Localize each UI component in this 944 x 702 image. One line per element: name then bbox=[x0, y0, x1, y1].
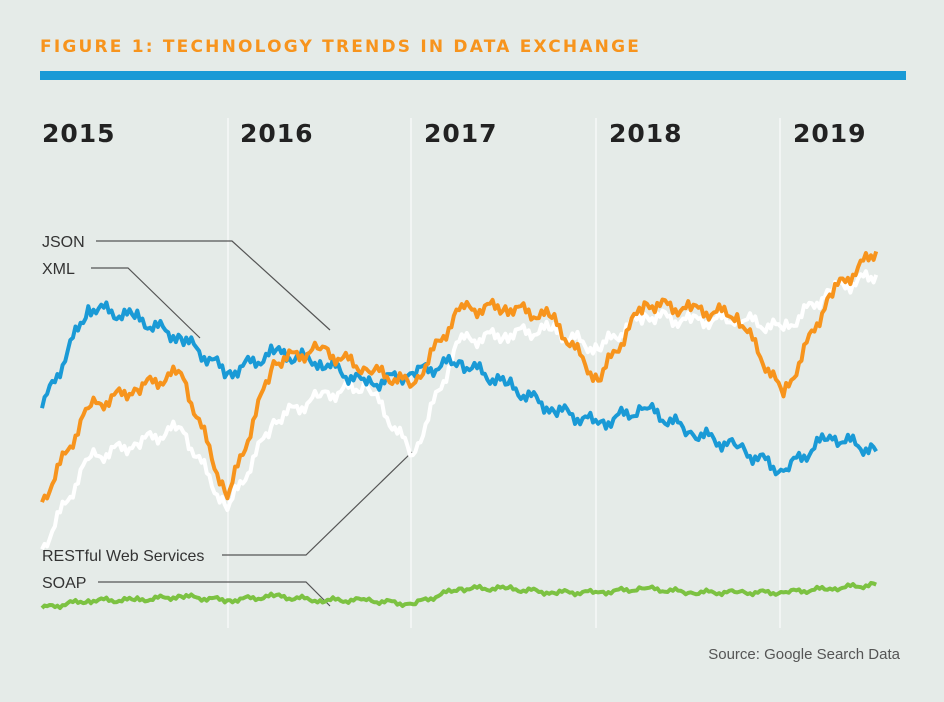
series-label: XML bbox=[42, 261, 75, 278]
series-line-soap bbox=[40, 580, 877, 610]
year-labels: 2015 2016 2017 2018 2019 bbox=[42, 119, 867, 148]
leader-line bbox=[91, 267, 201, 339]
series-label: JSON bbox=[42, 234, 85, 251]
year-label: 2019 bbox=[793, 119, 867, 148]
series-line-json bbox=[40, 250, 879, 503]
year-gridlines bbox=[227, 118, 781, 628]
leader-line bbox=[96, 240, 331, 331]
title-rule bbox=[40, 71, 906, 80]
series-label: RESTful Web Services bbox=[42, 548, 204, 565]
series-lines bbox=[40, 250, 879, 610]
series-line-xml bbox=[40, 300, 878, 477]
leader-line bbox=[98, 581, 331, 607]
label-leader-lines bbox=[91, 240, 413, 607]
year-label: 2015 bbox=[42, 119, 116, 148]
year-label: 2018 bbox=[609, 119, 683, 148]
year-label: 2016 bbox=[240, 119, 314, 148]
series-labels: JSON XML RESTful Web Services SOAP bbox=[42, 234, 204, 592]
year-label: 2017 bbox=[424, 119, 498, 148]
leader-line bbox=[222, 451, 413, 556]
series-label: SOAP bbox=[42, 575, 86, 592]
figure-title: FIGURE 1: TECHNOLOGY TRENDS IN DATA EXCH… bbox=[40, 37, 642, 57]
source-note: Source: Google Search Data bbox=[708, 646, 900, 663]
series-line-restful-web-services bbox=[40, 269, 879, 551]
